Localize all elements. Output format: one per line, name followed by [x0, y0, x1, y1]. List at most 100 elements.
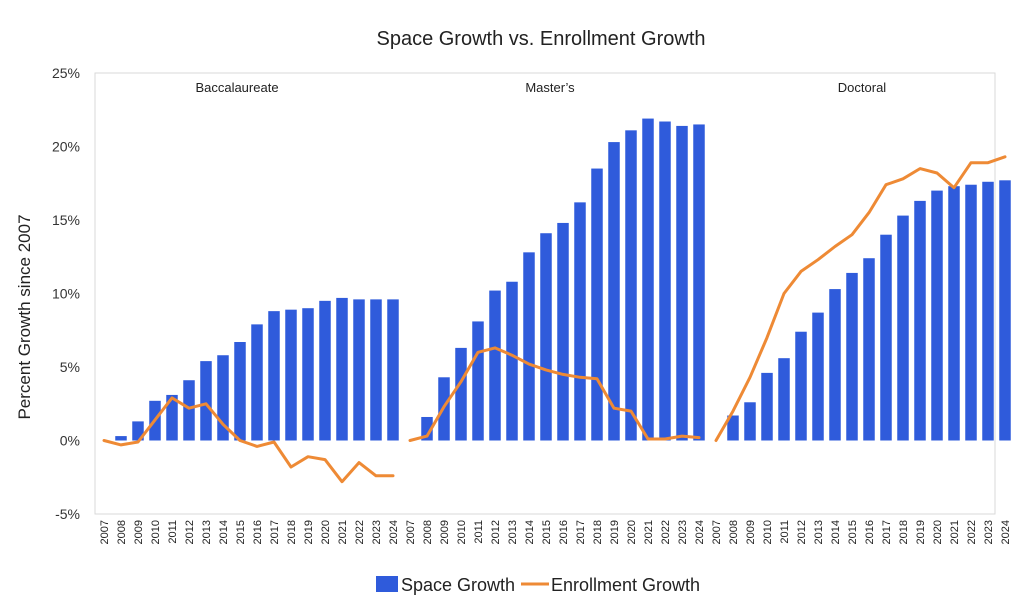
- x-tick-label: 2007: [711, 520, 723, 544]
- plot-frame: [94, 72, 996, 515]
- space-growth-bar: [812, 312, 824, 441]
- x-tick-label: 2022: [354, 520, 366, 544]
- space-growth-bar: [727, 415, 739, 441]
- space-growth-bar: [387, 299, 399, 441]
- space-growth-bar: [693, 124, 705, 441]
- enrollment-growth-line: [102, 396, 395, 484]
- x-tick-label: 2008: [422, 520, 434, 544]
- x-tick-label: 2011: [167, 520, 179, 544]
- space-growth-bar: [183, 380, 195, 441]
- x-tick-label: 2014: [524, 520, 536, 544]
- space-growth-bar: [948, 186, 960, 441]
- panel-1: Baccalaureate 2007 2008 2009 2010 2011 2012 201…: [99, 80, 400, 544]
- x-tick-label: 2020: [932, 520, 944, 544]
- space-growth-bar: [370, 299, 382, 441]
- legend-space-swatch: [376, 576, 398, 592]
- x-tick-label: 2023: [371, 520, 383, 544]
- space-growth-bar: [846, 272, 858, 441]
- space-growth-bar: [234, 342, 246, 441]
- space-growth-bar: [829, 289, 841, 441]
- space-growth-bar: [931, 190, 943, 441]
- x-tick-label: 2018: [898, 520, 910, 544]
- legend-enrollment-label: Enrollment Growth: [551, 575, 700, 595]
- x-tick-label: 2015: [235, 520, 247, 544]
- x-tick-label: 2017: [881, 520, 893, 544]
- space-growth-bar: [982, 181, 994, 441]
- space-growth-bar: [523, 252, 535, 441]
- panel-title: Doctoral: [838, 80, 887, 95]
- x-tick-label: 2019: [609, 520, 621, 544]
- chart-panels: Baccalaureate 2007 2008 2009 2010 2011 2012 201…: [99, 80, 1012, 544]
- x-tick-label: 2017: [269, 520, 281, 544]
- x-tick-label: 2022: [660, 520, 672, 544]
- x-tick-label: 2021: [337, 520, 349, 544]
- x-tick-label: 2009: [133, 520, 145, 544]
- space-growth-bar: [166, 394, 178, 441]
- x-tick-label: 2014: [218, 520, 230, 544]
- y-axis-label: Percent Growth since 2007: [15, 214, 34, 419]
- space-growth-bar: [999, 180, 1011, 441]
- x-tick-label: 2019: [915, 520, 927, 544]
- y-tick-label: 20%: [52, 139, 80, 155]
- y-tick-label: 10%: [52, 286, 80, 302]
- space-growth-bar: [863, 258, 875, 441]
- y-tick-label: 15%: [52, 212, 80, 228]
- space-growth-bar: [676, 125, 688, 441]
- x-tick-label: 2018: [286, 520, 298, 544]
- x-tick-label: 2007: [405, 520, 417, 544]
- y-tick-label: 25%: [52, 65, 80, 81]
- x-tick-label: 2013: [813, 520, 825, 544]
- space-growth-bar: [115, 436, 127, 441]
- x-tick-label: 2021: [643, 520, 655, 544]
- enrollment-growth-line: [408, 346, 701, 442]
- x-tick-label: 2008: [728, 520, 740, 544]
- space-growth-bar: [251, 324, 263, 441]
- x-tick-label: 2016: [252, 520, 264, 544]
- x-tick-label: 2023: [983, 520, 995, 544]
- space-growth-bar: [880, 234, 892, 441]
- legend: Space Growth Enrollment Growth: [376, 575, 700, 595]
- space-growth-bar: [540, 233, 552, 441]
- space-growth-bar: [557, 222, 569, 441]
- y-tick-label: 0%: [60, 433, 80, 449]
- x-tick-label: 2020: [320, 520, 332, 544]
- space-growth-bar: [353, 299, 365, 441]
- space-growth-bar: [574, 202, 586, 441]
- x-tick-label: 2009: [439, 520, 451, 544]
- space-growth-bar: [472, 321, 484, 441]
- x-tick-label: 2012: [796, 520, 808, 544]
- space-growth-bar: [608, 142, 620, 441]
- x-tick-label: 2013: [201, 520, 213, 544]
- x-tick-label: 2009: [745, 520, 757, 544]
- x-tick-label: 2024: [1000, 520, 1012, 544]
- x-tick-label: 2021: [949, 520, 961, 544]
- panel-title: Master’s: [525, 80, 575, 95]
- space-growth-bar: [914, 200, 926, 441]
- x-tick-label: 2012: [490, 520, 502, 544]
- y-axis-ticks: 25% 20% 15% 10% 5% 0% -5%: [52, 65, 80, 522]
- x-tick-label: 2019: [303, 520, 315, 544]
- space-growth-bar: [200, 361, 212, 441]
- x-tick-label: 2022: [966, 520, 978, 544]
- panel-3: Doctoral 2007 2008 2009 2010 2011 2012 2013 2014…: [711, 80, 1012, 544]
- space-growth-bar: [455, 347, 467, 441]
- x-tick-label: 2010: [762, 520, 774, 544]
- space-growth-bar: [132, 421, 144, 441]
- x-tick-label: 2018: [592, 520, 604, 544]
- x-tick-label: 2014: [830, 520, 842, 544]
- panel-title: Baccalaureate: [195, 80, 278, 95]
- space-growth-bar: [285, 309, 297, 441]
- y-tick-label: 5%: [60, 359, 80, 375]
- x-tick-label: 2008: [116, 520, 128, 544]
- space-growth-bar: [659, 121, 671, 441]
- space-growth-bar: [642, 118, 654, 441]
- space-growth-bar: [778, 358, 790, 441]
- space-growth-bar: [591, 168, 603, 441]
- x-tick-label: 2013: [507, 520, 519, 544]
- x-tick-label: 2010: [456, 520, 468, 544]
- x-tick-label: 2015: [541, 520, 553, 544]
- space-growth-bar: [217, 355, 229, 441]
- space-growth-bar: [795, 331, 807, 441]
- space-growth-bar: [302, 308, 314, 441]
